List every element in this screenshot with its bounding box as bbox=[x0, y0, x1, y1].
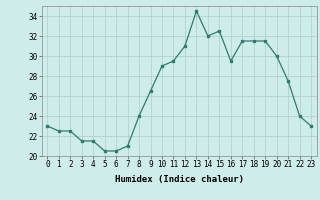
X-axis label: Humidex (Indice chaleur): Humidex (Indice chaleur) bbox=[115, 175, 244, 184]
